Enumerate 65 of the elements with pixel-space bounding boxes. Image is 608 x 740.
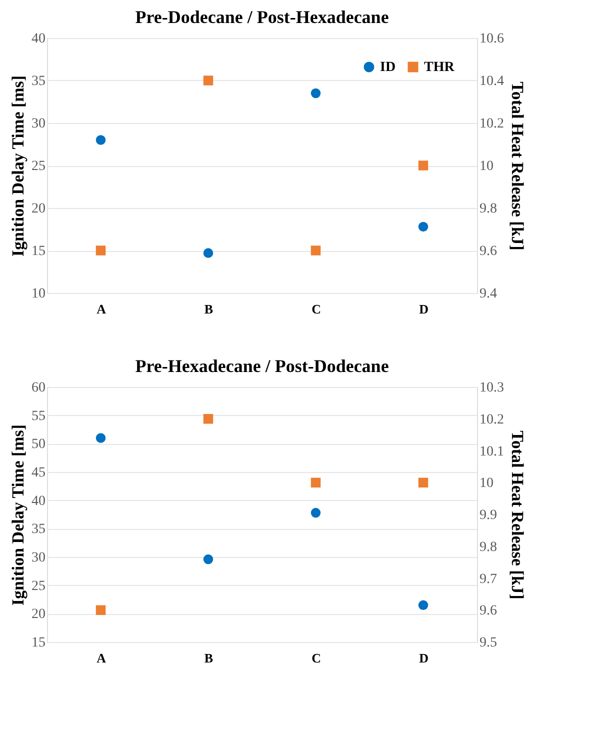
x-tick-label: A	[96, 302, 107, 316]
y2-axis-title: Total Heat Release [kJ]	[508, 82, 527, 250]
y2-tick-label: 10.1	[480, 444, 504, 460]
y-tick-label: 15	[32, 636, 46, 650]
legend-label: ID	[380, 60, 396, 75]
y2-tick-label: 9.8	[480, 540, 497, 555]
chart-title: Pre-Hexadecane / Post-Dodecane	[135, 356, 389, 376]
x-tick-label: C	[312, 302, 321, 316]
point	[203, 414, 214, 424]
y-axis-title: Ignition Delay Time [ms]	[8, 424, 28, 606]
point	[418, 160, 428, 170]
y2-tick-label: 9.6	[480, 244, 497, 259]
y-tick-label: 40	[32, 494, 46, 509]
y-tick-label: 55	[32, 408, 46, 424]
x-tick-label: D	[419, 650, 428, 666]
y2-tick-label: 9.7	[480, 572, 497, 587]
y-tick-label: 35	[32, 74, 46, 89]
y2-axis-title: Total Heat Release [kJ]	[508, 430, 527, 600]
point	[310, 508, 321, 518]
y-tick-label: 15	[32, 244, 46, 259]
x-tick-label: B	[204, 302, 214, 316]
y-tick-label: 60	[32, 380, 46, 396]
point	[203, 76, 214, 86]
y-tick-label: 45	[32, 466, 46, 480]
y-tick-label: 50	[32, 437, 46, 452]
y-tick-label: 40	[32, 32, 46, 46]
x-tick-label: D	[419, 302, 428, 316]
point	[418, 600, 428, 610]
y2-tick-label: 10.6	[480, 32, 504, 46]
point	[203, 248, 214, 258]
point	[310, 88, 321, 98]
y-axis-title: Ignition Delay Time [ms]	[8, 75, 28, 257]
point	[96, 605, 106, 615]
y2-tick-label: 9.9	[480, 508, 497, 523]
x-tick-label: C	[312, 650, 321, 666]
y2-tick-label: 10	[480, 159, 494, 174]
legend-label: THR	[424, 60, 456, 75]
y-tick-label: 20	[32, 607, 46, 622]
point	[418, 222, 428, 232]
y2-tick-label: 10.2	[480, 116, 504, 132]
chart-title: Pre-Dodecane / Post-Hexadecane	[135, 7, 389, 27]
point	[203, 554, 214, 564]
point	[310, 246, 321, 256]
y-tick-label: 25	[32, 578, 46, 594]
y-tick-label: 10	[32, 286, 46, 302]
y2-tick-label: 10	[480, 476, 494, 492]
x-tick-label: A	[96, 650, 107, 666]
y2-tick-label: 10.4	[480, 74, 504, 89]
y2-tick-label: 9.5	[480, 636, 497, 650]
point	[310, 478, 321, 488]
y2-tick-label: 9.6	[480, 604, 497, 619]
point	[96, 246, 106, 256]
y2-tick-label: 10.3	[480, 380, 504, 396]
point	[418, 478, 428, 488]
y2-tick-label: 9.8	[480, 202, 497, 216]
y-tick-label: 30	[32, 116, 46, 132]
y2-tick-label: 10.2	[480, 412, 504, 428]
y-tick-label: 25	[32, 159, 46, 174]
y-tick-label: 20	[32, 202, 46, 216]
y-tick-label: 30	[32, 550, 46, 566]
y2-tick-label: 9.4	[480, 286, 497, 302]
x-tick-label: B	[204, 650, 214, 666]
y-tick-label: 35	[32, 522, 46, 538]
point	[96, 433, 106, 443]
point	[96, 135, 106, 145]
